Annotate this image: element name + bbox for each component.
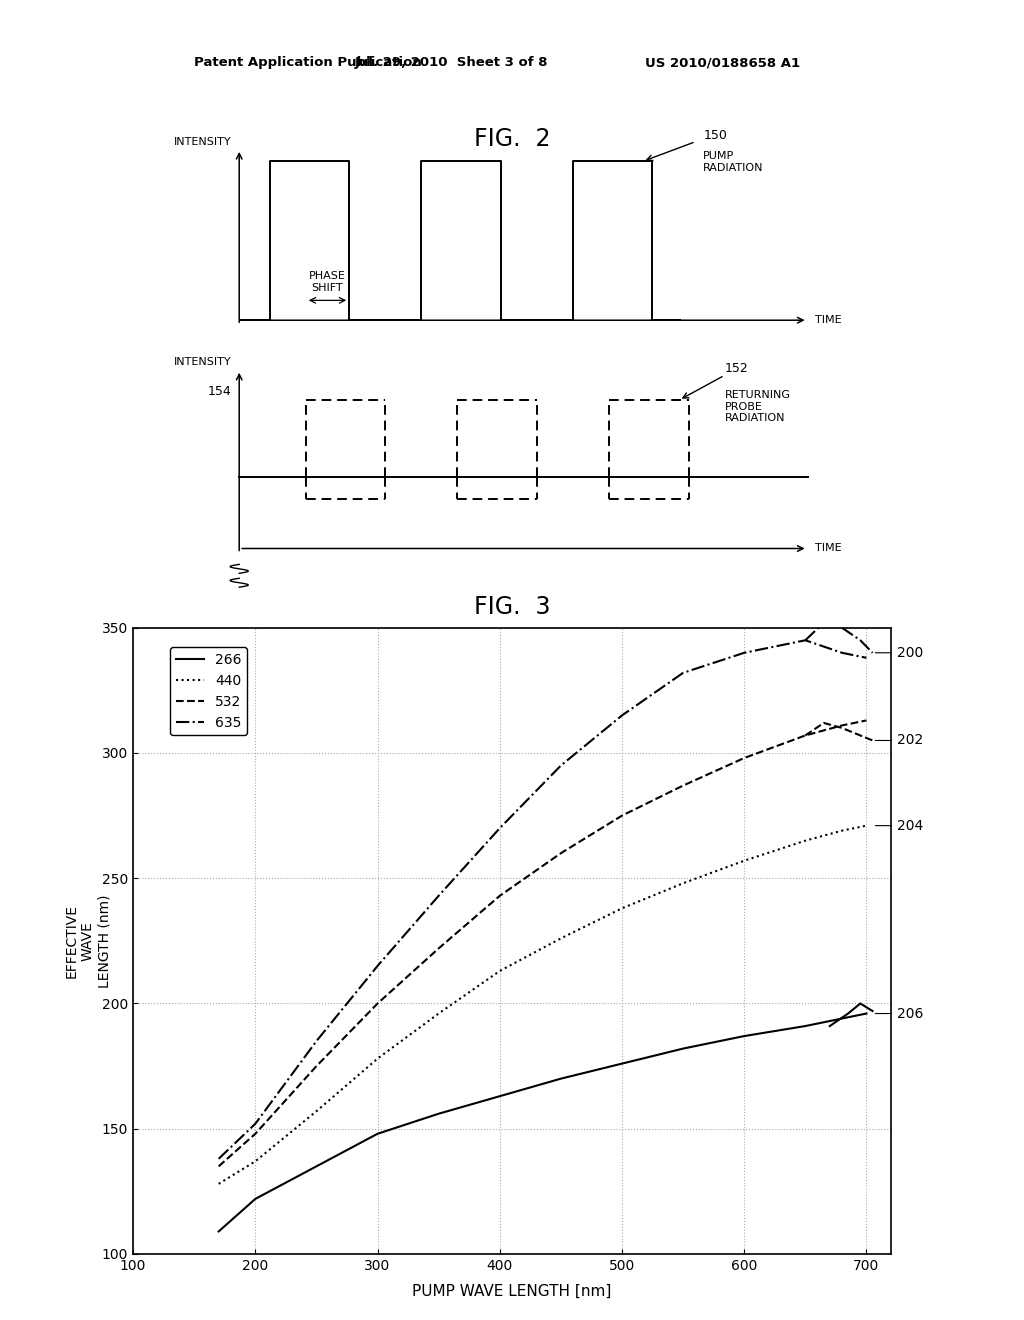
- 532: [494, 888, 506, 904]
- Text: 206: 206: [876, 1007, 924, 1020]
- 266: [677, 1040, 689, 1056]
- Text: PUMP
RADIATION: PUMP RADIATION: [703, 152, 764, 173]
- 532: [213, 1159, 225, 1175]
- Text: 204: 204: [876, 818, 924, 833]
- 440: [799, 833, 811, 849]
- 440: [836, 822, 848, 838]
- Y-axis label: EFFECTIVE
WAVE
LENGTH (nm): EFFECTIVE WAVE LENGTH (nm): [65, 894, 112, 987]
- Text: TIME: TIME: [815, 315, 842, 325]
- X-axis label: PUMP WAVE LENGTH [nm]: PUMP WAVE LENGTH [nm]: [413, 1284, 611, 1299]
- 635: [799, 632, 811, 648]
- 635: [432, 888, 444, 904]
- 635: [310, 1034, 323, 1049]
- 532: [836, 718, 848, 734]
- 266: [213, 1224, 225, 1239]
- 532: [677, 777, 689, 793]
- 532: [310, 1059, 323, 1074]
- 635: [213, 1151, 225, 1167]
- 532: [615, 808, 628, 824]
- 440: [677, 875, 689, 891]
- 266: [372, 1126, 384, 1142]
- 266: [860, 1006, 872, 1022]
- Text: FIG.  2: FIG. 2: [474, 127, 550, 150]
- 635: [860, 649, 872, 665]
- 266: [249, 1191, 261, 1206]
- Text: 200: 200: [876, 645, 924, 660]
- 635: [836, 645, 848, 661]
- Text: 150: 150: [703, 128, 727, 141]
- 440: [494, 964, 506, 979]
- Text: TIME: TIME: [815, 544, 842, 553]
- 532: [555, 845, 567, 861]
- Text: 202: 202: [876, 734, 924, 747]
- Text: 154: 154: [208, 384, 231, 397]
- 266: [738, 1028, 751, 1044]
- 440: [860, 817, 872, 833]
- Line: 440: 440: [219, 825, 866, 1184]
- Text: US 2010/0188658 A1: US 2010/0188658 A1: [645, 55, 800, 69]
- 532: [799, 727, 811, 743]
- 266: [555, 1071, 567, 1086]
- Title: FIG.  3: FIG. 3: [474, 595, 550, 619]
- 266: [836, 1011, 848, 1027]
- 635: [738, 645, 751, 661]
- 266: [799, 1018, 811, 1034]
- 440: [372, 1051, 384, 1067]
- 440: [555, 931, 567, 946]
- 635: [494, 820, 506, 836]
- Text: INTENSITY: INTENSITY: [174, 136, 231, 147]
- 266: [432, 1106, 444, 1122]
- 532: [432, 940, 444, 956]
- Text: PHASE
SHIFT: PHASE SHIFT: [309, 272, 346, 293]
- 440: [249, 1154, 261, 1170]
- 532: [738, 750, 751, 766]
- 532: [372, 995, 384, 1011]
- Line: 532: 532: [219, 721, 866, 1167]
- Text: INTENSITY: INTENSITY: [174, 358, 231, 367]
- 635: [555, 758, 567, 774]
- 266: [615, 1056, 628, 1072]
- Text: RETURNING
PROBE
RADIATION: RETURNING PROBE RADIATION: [725, 391, 791, 424]
- 635: [615, 708, 628, 723]
- 440: [432, 1006, 444, 1022]
- 440: [615, 900, 628, 916]
- 635: [372, 958, 384, 974]
- 266: [494, 1088, 506, 1104]
- 440: [213, 1176, 225, 1192]
- Legend: 266, 440, 532, 635: 266, 440, 532, 635: [170, 647, 247, 735]
- Text: Patent Application Publication: Patent Application Publication: [194, 55, 422, 69]
- Text: Jul. 29, 2010  Sheet 3 of 8: Jul. 29, 2010 Sheet 3 of 8: [354, 55, 548, 69]
- Text: 152: 152: [725, 362, 749, 375]
- Line: 635: 635: [219, 640, 866, 1159]
- 635: [249, 1115, 261, 1131]
- 440: [310, 1104, 323, 1119]
- 532: [249, 1126, 261, 1142]
- Line: 266: 266: [219, 1014, 866, 1232]
- 532: [860, 713, 872, 729]
- 440: [738, 853, 751, 869]
- 266: [310, 1159, 323, 1175]
- 635: [677, 665, 689, 681]
